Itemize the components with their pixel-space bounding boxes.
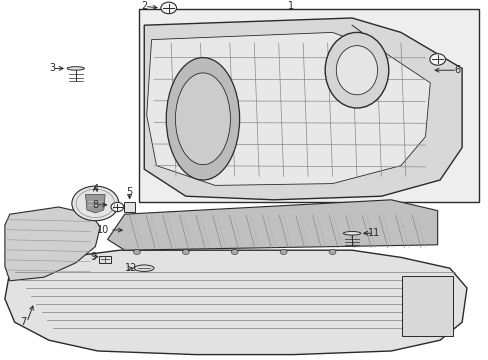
Text: 12: 12 — [124, 263, 137, 273]
Polygon shape — [5, 207, 100, 281]
Polygon shape — [5, 250, 466, 355]
Text: 9: 9 — [91, 252, 97, 262]
Ellipse shape — [166, 58, 239, 180]
Text: 4: 4 — [92, 184, 98, 194]
Circle shape — [133, 249, 140, 255]
Polygon shape — [107, 200, 437, 250]
Circle shape — [231, 249, 238, 255]
Polygon shape — [146, 32, 429, 185]
Text: 6: 6 — [453, 65, 459, 75]
Text: 1: 1 — [287, 1, 293, 12]
FancyBboxPatch shape — [139, 9, 478, 202]
Text: 7: 7 — [20, 317, 26, 327]
Circle shape — [328, 249, 335, 255]
Circle shape — [280, 249, 286, 255]
Ellipse shape — [325, 32, 388, 108]
Text: 11: 11 — [367, 228, 380, 238]
Circle shape — [111, 202, 123, 212]
Circle shape — [429, 54, 445, 65]
Circle shape — [182, 249, 189, 255]
Text: 8: 8 — [92, 200, 98, 210]
FancyBboxPatch shape — [402, 276, 452, 336]
Polygon shape — [85, 194, 105, 213]
FancyBboxPatch shape — [99, 256, 111, 263]
Circle shape — [72, 186, 119, 221]
FancyBboxPatch shape — [124, 202, 135, 212]
Text: 3: 3 — [49, 63, 55, 73]
Polygon shape — [144, 18, 461, 200]
Ellipse shape — [175, 73, 230, 165]
Ellipse shape — [67, 67, 84, 70]
Text: 5: 5 — [126, 186, 132, 197]
Circle shape — [161, 2, 176, 14]
Text: 2: 2 — [142, 1, 147, 12]
Ellipse shape — [134, 265, 154, 271]
Ellipse shape — [343, 231, 360, 235]
Ellipse shape — [336, 46, 377, 95]
Text: 10: 10 — [96, 225, 109, 235]
